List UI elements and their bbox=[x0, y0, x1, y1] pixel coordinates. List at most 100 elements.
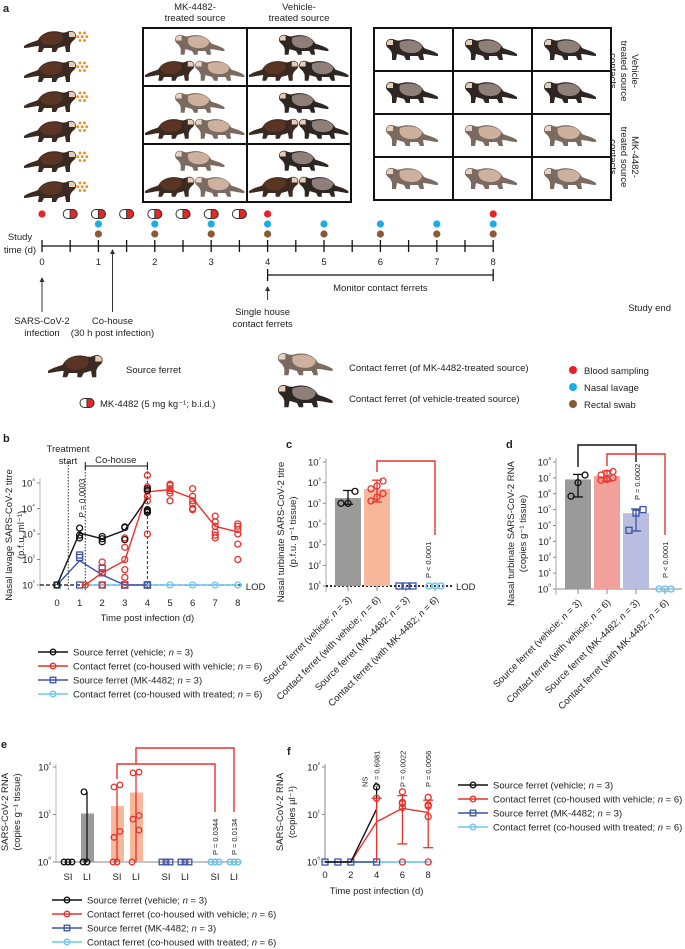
data-point-black bbox=[98, 538, 106, 546]
data-point bbox=[344, 499, 352, 507]
contact-mk-legend-icon bbox=[278, 352, 333, 376]
y-tick-label: 10² bbox=[38, 762, 52, 774]
timeline-tick-label: 3 bbox=[209, 257, 214, 268]
legend-marker bbox=[469, 795, 477, 803]
contact-ferret-icon bbox=[544, 81, 596, 103]
cohouse-label: Co-house bbox=[92, 316, 133, 327]
row-header: treated source bbox=[618, 127, 629, 188]
drug-capsule-icon bbox=[119, 209, 135, 219]
legend-label: Contact ferret (co-housed with treated; … bbox=[73, 690, 262, 701]
data-point-black bbox=[143, 485, 152, 493]
contact-ferret-icon bbox=[386, 81, 438, 103]
p-value-label: P = 0.0022 bbox=[398, 751, 407, 787]
timeline-tick-label: 8 bbox=[491, 257, 496, 268]
data-point-lightblue bbox=[211, 581, 219, 589]
contact-ferret-icon bbox=[465, 81, 517, 103]
contact-mk-legend-label: Contact ferret (of MK-4482-treated sourc… bbox=[349, 363, 529, 374]
treatment-label: start bbox=[59, 456, 78, 467]
rectal-swab-icon bbox=[207, 230, 215, 238]
data-point-red bbox=[398, 788, 407, 796]
y-tick-label: 10⁴ bbox=[308, 519, 322, 531]
p-value-label: P = 0.6981 bbox=[373, 751, 382, 787]
x-axis-label: Time post infection (d) bbox=[101, 613, 195, 624]
bar bbox=[335, 498, 361, 586]
data-point bbox=[367, 497, 375, 505]
data-point-red bbox=[98, 558, 106, 566]
legend-marker bbox=[469, 809, 477, 817]
monitor-label: Monitor contact ferrets bbox=[333, 283, 428, 294]
nasal-lavage-icon bbox=[151, 220, 159, 228]
drug-capsule-icon bbox=[203, 209, 219, 219]
contact-ferret-icon bbox=[299, 60, 349, 81]
data-point-red bbox=[234, 530, 242, 538]
source-ferret-icon bbox=[24, 90, 76, 112]
data-point bbox=[437, 582, 445, 590]
category-label: SI bbox=[64, 872, 73, 883]
data-point-black bbox=[143, 506, 152, 514]
legend-label: Source ferret (vehicle; n = 3) bbox=[73, 648, 193, 659]
legend-label: Contact ferret (co-housed with vehicle; … bbox=[87, 910, 276, 921]
p-value-label: P = 0.0134 bbox=[230, 819, 239, 855]
source-ferret-icon bbox=[24, 120, 76, 142]
pill-icon bbox=[76, 121, 89, 132]
legend-label: Contact ferret (co-housed with vehicle; … bbox=[73, 662, 262, 673]
legend-marker bbox=[63, 896, 71, 904]
data-point bbox=[351, 487, 359, 496]
data-point-black bbox=[53, 581, 61, 589]
category-label: SI bbox=[113, 872, 122, 883]
panel-c-chart: c 10¹ 10² 10³ 10⁴ 10⁵ 10⁶ 10⁷ Nasal turbinate SA… bbox=[261, 439, 475, 709]
data-point-red bbox=[98, 569, 106, 577]
data-point bbox=[80, 788, 88, 796]
y-tick-label: 10² bbox=[22, 554, 36, 566]
pill-icon bbox=[76, 151, 89, 162]
category-label: SI bbox=[211, 872, 220, 883]
rectal-swab-icon bbox=[94, 230, 102, 238]
data-point-red bbox=[188, 485, 197, 493]
legend-label: Source ferret (vehicle; n = 3) bbox=[493, 781, 613, 792]
source-ferret-icon bbox=[249, 118, 299, 139]
y-tick-label: 10² bbox=[538, 552, 552, 564]
x-tick-label: 8 bbox=[426, 870, 431, 881]
data-point bbox=[64, 858, 72, 866]
y-axis-label: (p.f.u. g⁻¹ tissue) bbox=[288, 496, 299, 567]
contact-ferret-icon bbox=[465, 124, 517, 146]
data-point bbox=[215, 858, 223, 866]
contact-ferret-icon bbox=[194, 118, 245, 139]
nasal-lavage-icon bbox=[433, 220, 441, 228]
data-point bbox=[116, 827, 124, 835]
y-tick-label: 10⁶ bbox=[308, 477, 322, 489]
data-point-red bbox=[143, 530, 152, 538]
series-line-blue bbox=[56, 559, 148, 586]
data-point bbox=[226, 858, 234, 866]
y-tick-label: 10² bbox=[307, 762, 321, 774]
category-label: LI bbox=[132, 872, 140, 883]
source-ferret-icon bbox=[24, 30, 76, 52]
data-point bbox=[379, 489, 387, 498]
data-point-red bbox=[234, 520, 242, 528]
legend-label: Source ferret (MK-4482; n = 3) bbox=[87, 924, 216, 935]
nasal-legend-icon bbox=[569, 383, 577, 391]
data-point-black bbox=[75, 534, 84, 542]
data-point bbox=[129, 815, 137, 823]
data-point-red bbox=[424, 801, 432, 809]
rectal-legend-label: Rectal swab bbox=[584, 400, 636, 411]
treatment-label: Treatment bbox=[47, 444, 90, 455]
lod-label: LOD bbox=[246, 582, 266, 593]
data-point bbox=[110, 833, 118, 841]
data-point bbox=[162, 858, 170, 866]
infection-arrow-head bbox=[39, 277, 45, 282]
rectal-swab-icon bbox=[489, 230, 497, 238]
y-tick-label: 10⁴ bbox=[22, 503, 36, 515]
data-point-red bbox=[398, 858, 407, 866]
y-tick-label: 10¹ bbox=[308, 581, 322, 593]
infection-label: SARS-CoV-2 bbox=[14, 316, 69, 327]
x-tick-label: 4 bbox=[145, 598, 150, 609]
data-point bbox=[639, 505, 647, 514]
data-point-blue bbox=[75, 551, 84, 559]
legend-marker bbox=[469, 781, 477, 789]
drug-capsule-icon bbox=[90, 209, 106, 219]
pill-icon bbox=[76, 91, 89, 102]
data-point bbox=[230, 858, 238, 866]
cohouse-arrow-head bbox=[110, 249, 115, 254]
data-point bbox=[177, 858, 185, 866]
